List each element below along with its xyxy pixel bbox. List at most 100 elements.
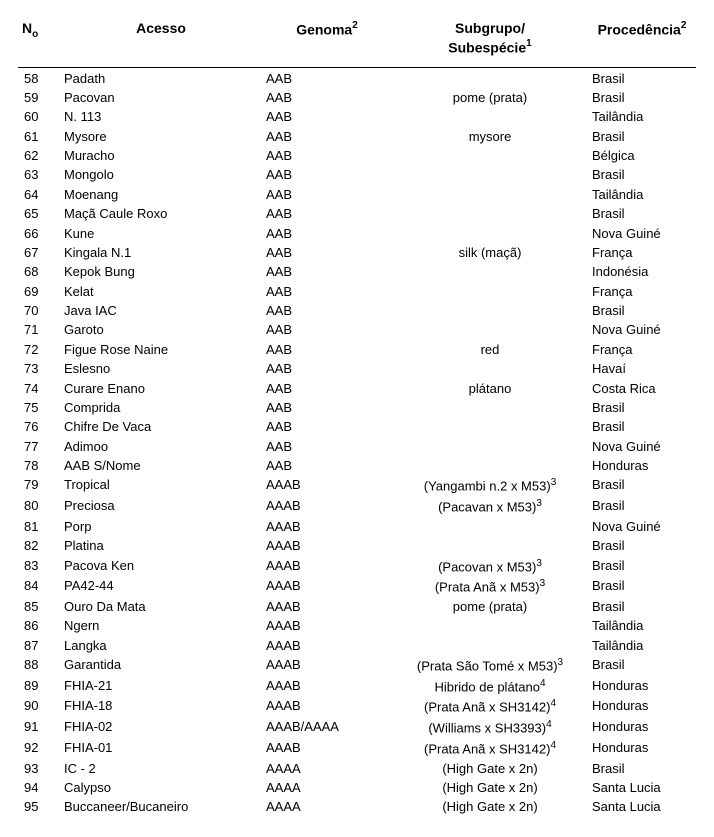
cell-genoma: AAB [262, 378, 392, 397]
cell-procedencia: Indonésia [588, 262, 696, 281]
cell-procedencia: Brasil [588, 398, 696, 417]
cell-acesso: Preciosa [60, 496, 262, 517]
cell-no: 61 [18, 126, 60, 145]
header-row: No Acesso Genoma2 Subgrupo/ Subespécie1 … [18, 12, 696, 68]
table-row: 75CompridaAABBrasil [18, 398, 696, 417]
cell-subgrupo [392, 636, 588, 655]
subgrupo-text: Hibrido de plátano [434, 679, 540, 694]
cell-acesso: Kelat [60, 281, 262, 300]
cell-procedencia: Santa Lucia [588, 797, 696, 816]
cell-subgrupo [392, 616, 588, 635]
cell-acesso: Ngern [60, 616, 262, 635]
table-row: 95Buccaneer/BucaneiroAAAA(High Gate x 2n… [18, 797, 696, 816]
cell-no: 60 [18, 107, 60, 126]
cell-subgrupo: (Yangambi n.2 x M53)3 [392, 475, 588, 496]
cell-procedencia: França [588, 243, 696, 262]
cell-subgrupo: silk (maçã) [392, 243, 588, 262]
cell-subgrupo [392, 262, 588, 281]
cell-procedencia: Nova Guiné [588, 436, 696, 455]
cell-subgrupo: mysore [392, 126, 588, 145]
cell-subgrupo: (Prata Anã x M53)3 [392, 576, 588, 597]
subgrupo-sup: 4 [550, 698, 556, 709]
cell-no: 64 [18, 185, 60, 204]
cell-subgrupo [392, 398, 588, 417]
cell-procedencia: França [588, 281, 696, 300]
cell-procedencia: Honduras [588, 717, 696, 738]
subgrupo-text: (High Gate x 2n) [442, 780, 537, 795]
col-no-ordinal: o [32, 29, 38, 40]
cell-procedencia: Brasil [588, 576, 696, 597]
cell-no: 70 [18, 301, 60, 320]
cell-procedencia: Costa Rica [588, 378, 696, 397]
cell-procedencia: Brasil [588, 475, 696, 496]
cell-acesso: Kune [60, 223, 262, 242]
cell-subgrupo [392, 165, 588, 184]
cell-genoma: AAAA [262, 778, 392, 797]
cell-subgrupo: pome (prata) [392, 597, 588, 616]
col-header-acesso: Acesso [60, 12, 262, 68]
cell-acesso: Platina [60, 536, 262, 555]
cell-procedencia: Nova Guiné [588, 223, 696, 242]
cell-procedencia: Nova Guiné [588, 517, 696, 536]
cell-subgrupo: (Prata São Tomé x M53)3 [392, 655, 588, 676]
cell-acesso: Moenang [60, 185, 262, 204]
cell-acesso: FHIA-01 [60, 738, 262, 759]
cell-acesso: Adimoo [60, 436, 262, 455]
cell-no: 79 [18, 475, 60, 496]
cell-no: 67 [18, 243, 60, 262]
subgrupo-text: (Yangambi n.2 x M53) [424, 479, 551, 494]
subgrupo-text: (Prata Anã x M53) [435, 580, 540, 595]
cell-no: 83 [18, 555, 60, 576]
cell-procedencia: Brasil [588, 496, 696, 517]
cell-acesso: Padath [60, 68, 262, 88]
cell-genoma: AAB [262, 340, 392, 359]
cell-procedencia: Brasil [588, 655, 696, 676]
cell-genoma: AAAB [262, 616, 392, 635]
table-row: 87LangkaAAABTailândia [18, 636, 696, 655]
col-sub-line1: Subgrupo/ [455, 20, 525, 36]
cell-procedencia: Tailândia [588, 636, 696, 655]
cell-genoma: AAB [262, 243, 392, 262]
cell-acesso: Pacovan [60, 88, 262, 107]
table-row: 58PadathAABBrasil [18, 68, 696, 88]
cell-no: 59 [18, 88, 60, 107]
subgrupo-text: (Prata Anã x SH3142) [424, 700, 550, 715]
cell-procedencia: Bélgica [588, 146, 696, 165]
table-row: 93IC - 2AAAA(High Gate x 2n)Brasil [18, 758, 696, 777]
cell-genoma: AAAB [262, 597, 392, 616]
table-row: 79TropicalAAAB(Yangambi n.2 x M53)3Brasi… [18, 475, 696, 496]
table-row: 77AdimooAABNova Guiné [18, 436, 696, 455]
subgrupo-sup: 3 [551, 477, 557, 488]
table-row: 78AAB S/NomeAABHonduras [18, 456, 696, 475]
cell-no: 84 [18, 576, 60, 597]
col-header-procedencia: Procedência2 [588, 12, 696, 68]
cell-acesso: Kingala N.1 [60, 243, 262, 262]
subgrupo-sup: 3 [536, 498, 542, 509]
table-row: 81PorpAAABNova Guiné [18, 517, 696, 536]
cell-subgrupo [392, 301, 588, 320]
cell-subgrupo: (Prata Anã x SH3142)4 [392, 738, 588, 759]
cell-subgrupo [392, 185, 588, 204]
subgrupo-text: (High Gate x 2n) [442, 761, 537, 776]
cell-no: 69 [18, 281, 60, 300]
cell-subgrupo [392, 456, 588, 475]
cell-procedencia: Brasil [588, 301, 696, 320]
cell-acesso: Porp [60, 517, 262, 536]
cell-acesso: Muracho [60, 146, 262, 165]
cell-subgrupo [392, 517, 588, 536]
cell-genoma: AAB [262, 88, 392, 107]
cell-genoma: AAB [262, 417, 392, 436]
cell-no: 91 [18, 717, 60, 738]
col-header-genoma: Genoma2 [262, 12, 392, 68]
cell-subgrupo: (Pacovan x M53)3 [392, 555, 588, 576]
subgrupo-sup: 3 [536, 558, 542, 569]
cell-acesso: Chifre De Vaca [60, 417, 262, 436]
table-row: 90FHIA-18AAAB(Prata Anã x SH3142)4Hondur… [18, 696, 696, 717]
cell-acesso: Eslesno [60, 359, 262, 378]
cell-no: 90 [18, 696, 60, 717]
col-no-label: N [22, 20, 32, 36]
cell-acesso: Kepok Bung [60, 262, 262, 281]
subgrupo-text: silk (maçã) [459, 245, 522, 260]
col-genoma-sup: 2 [352, 20, 358, 31]
cell-no: 87 [18, 636, 60, 655]
